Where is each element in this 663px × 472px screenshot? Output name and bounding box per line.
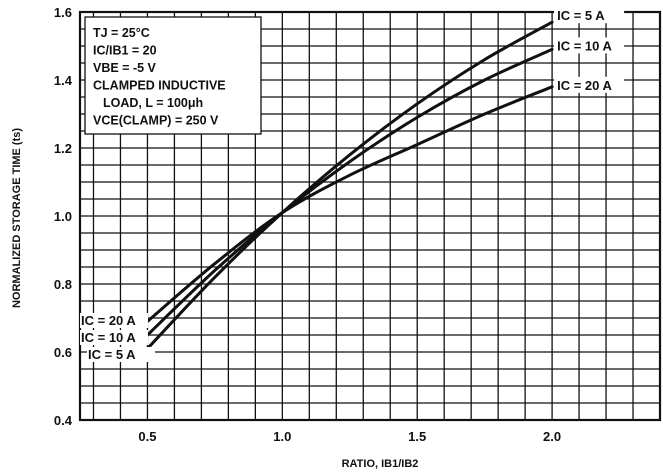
series-label-bg <box>554 76 625 93</box>
x-tick-label: 1.0 <box>273 429 291 444</box>
y-tick-label: 0.8 <box>54 277 72 292</box>
series-labels: IC = 5 A IC = 10 A IC = 20 A IC = 20 A IC = … <box>80 7 625 362</box>
conditions-box-frame <box>84 16 262 135</box>
y-tick-label: 0.6 <box>54 345 72 360</box>
x-tick-label: 1.5 <box>408 429 426 444</box>
series-label-bg <box>80 330 148 345</box>
series-label-left: IC = 10 A <box>81 330 136 345</box>
series-curves <box>145 20 554 351</box>
y-tick-label: 1.0 <box>54 209 72 224</box>
series-line-2 <box>145 85 554 323</box>
series-label-bg <box>87 347 155 362</box>
series-label-bg <box>80 313 148 328</box>
condition-line: VBE = -5 V <box>93 61 157 75</box>
series-label-bg <box>554 37 625 54</box>
series-line-0 <box>145 20 554 351</box>
condition-line: LOAD, L = 100μh <box>103 96 203 110</box>
plot-frame <box>78 10 662 422</box>
tick-labels: 0.5 1.0 1.5 2.0 0.4 0.6 0.8 1.0 1.2 1.4 1.6 <box>54 5 561 444</box>
y-tick-label: 0.4 <box>54 413 73 428</box>
condition-line: VCE(CLAMP) = 250 V <box>93 114 219 128</box>
y-axis-label: NORMALIZED STORAGE TIME (ts) <box>11 128 23 308</box>
y-tick-label: 1.6 <box>54 5 72 20</box>
y-tick-label: 1.2 <box>54 141 72 156</box>
conditions-box: TJ = 25°C IC/IB1 = 20 VBE = -5 V CLAMPED IN… <box>84 16 262 135</box>
condition-line: CLAMPED INDUCTIVE <box>93 79 226 93</box>
x-tick-label: 0.5 <box>138 429 156 444</box>
series-label-right: IC = 10 A <box>557 38 612 53</box>
series-line-1 <box>145 47 554 337</box>
series-label-right: IC = 5 A <box>557 8 605 23</box>
x-axis-label: RATIO, IB1/IB2 <box>342 458 419 470</box>
x-tick-label: 2.0 <box>543 429 561 444</box>
y-tick-label: 1.4 <box>54 73 73 88</box>
series-label-right: IC = 20 A <box>557 78 612 93</box>
series-label-bg <box>554 7 625 24</box>
series-label-left: IC = 20 A <box>81 313 136 328</box>
condition-line: TJ = 25°C <box>93 26 150 40</box>
condition-line: IC/IB1 = 20 <box>93 44 157 58</box>
series-label-left: IC = 5 A <box>88 347 136 362</box>
